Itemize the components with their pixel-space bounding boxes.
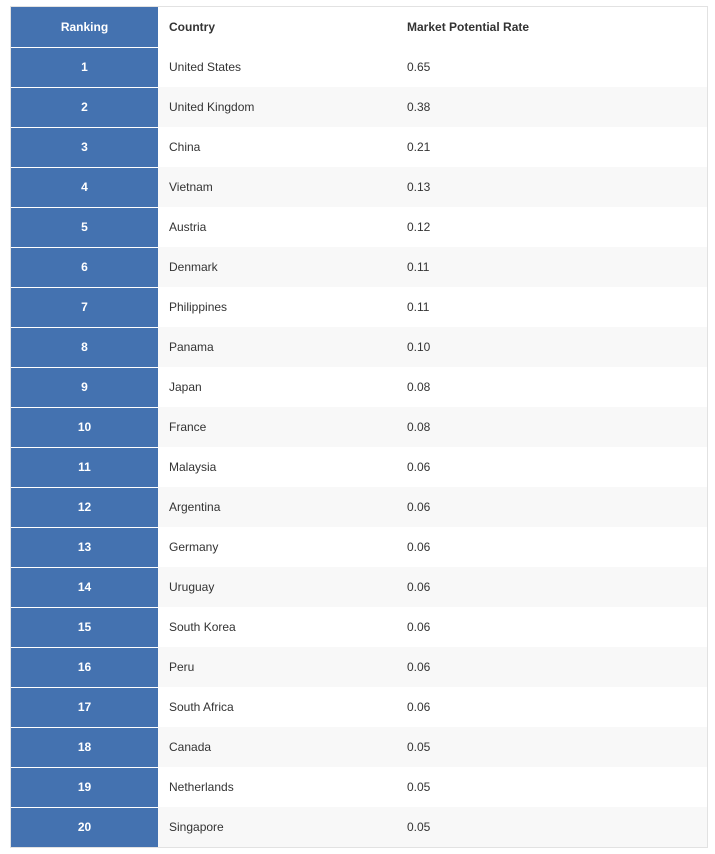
rate-cell: 0.05 <box>396 727 707 767</box>
rate-cell: 0.12 <box>396 207 707 247</box>
rate-cell: 0.06 <box>396 647 707 687</box>
table-row: 14 Uruguay 0.06 <box>11 567 707 608</box>
country-cell: South Africa <box>158 687 396 727</box>
country-cell: Germany <box>158 527 396 567</box>
rate-cell: 0.21 <box>396 127 707 167</box>
table-row: 8 Panama 0.10 <box>11 327 707 368</box>
country-cell: Argentina <box>158 487 396 527</box>
country-cell: United States <box>158 47 396 87</box>
rate-cell: 0.08 <box>396 367 707 407</box>
country-cell: Canada <box>158 727 396 767</box>
country-cell: Panama <box>158 327 396 367</box>
ranking-cell: 1 <box>11 47 158 88</box>
ranking-cell: 12 <box>11 487 158 528</box>
rate-cell: 0.38 <box>396 87 707 127</box>
country-cell: South Korea <box>158 607 396 647</box>
table-row: 15 South Korea 0.06 <box>11 607 707 648</box>
table-row: 9 Japan 0.08 <box>11 367 707 408</box>
rate-cell: 0.10 <box>396 327 707 367</box>
table-row: 2 United Kingdom 0.38 <box>11 87 707 128</box>
ranking-cell: 20 <box>11 807 158 847</box>
country-cell: Philippines <box>158 287 396 327</box>
table-row: 11 Malaysia 0.06 <box>11 447 707 488</box>
rate-cell: 0.11 <box>396 247 707 287</box>
country-cell: Japan <box>158 367 396 407</box>
country-column-header: Country <box>158 7 396 47</box>
rate-cell: 0.06 <box>396 687 707 727</box>
table-row: 17 South Africa 0.06 <box>11 687 707 728</box>
rate-column-header: Market Potential Rate <box>396 7 707 47</box>
table-row: 5 Austria 0.12 <box>11 207 707 248</box>
table-row: 1 United States 0.65 <box>11 47 707 88</box>
ranking-cell: 14 <box>11 567 158 608</box>
table-row: 16 Peru 0.06 <box>11 647 707 688</box>
country-cell: Netherlands <box>158 767 396 807</box>
country-cell: United Kingdom <box>158 87 396 127</box>
ranking-cell: 15 <box>11 607 158 648</box>
ranking-cell: 8 <box>11 327 158 368</box>
country-cell: Singapore <box>158 807 396 847</box>
ranking-cell: 9 <box>11 367 158 408</box>
table-row: 18 Canada 0.05 <box>11 727 707 768</box>
rate-cell: 0.06 <box>396 567 707 607</box>
country-cell: Austria <box>158 207 396 247</box>
table-row: 13 Germany 0.06 <box>11 527 707 568</box>
ranking-cell: 11 <box>11 447 158 488</box>
rate-cell: 0.11 <box>396 287 707 327</box>
ranking-column-header: Ranking <box>11 7 158 48</box>
table-row: 3 China 0.21 <box>11 127 707 168</box>
ranking-cell: 18 <box>11 727 158 768</box>
rate-cell: 0.05 <box>396 767 707 807</box>
table-row: 4 Vietnam 0.13 <box>11 167 707 208</box>
rate-cell: 0.08 <box>396 407 707 447</box>
country-cell: Vietnam <box>158 167 396 207</box>
rate-cell: 0.06 <box>396 487 707 527</box>
ranking-cell: 3 <box>11 127 158 168</box>
country-cell: France <box>158 407 396 447</box>
ranking-cell: 19 <box>11 767 158 808</box>
rate-cell: 0.06 <box>396 447 707 487</box>
country-cell: China <box>158 127 396 167</box>
table-row: 10 France 0.08 <box>11 407 707 448</box>
ranking-cell: 7 <box>11 287 158 328</box>
table-row: 7 Philippines 0.11 <box>11 287 707 328</box>
ranking-cell: 10 <box>11 407 158 448</box>
header-row: Ranking Country Market Potential Rate <box>11 7 707 48</box>
table-header: Ranking Country Market Potential Rate <box>11 7 707 48</box>
country-cell: Malaysia <box>158 447 396 487</box>
ranking-cell: 4 <box>11 167 158 208</box>
rate-cell: 0.06 <box>396 607 707 647</box>
table-row: 20 Singapore 0.05 <box>11 807 707 847</box>
table-row: 6 Denmark 0.11 <box>11 247 707 288</box>
rate-cell: 0.05 <box>396 807 707 847</box>
country-cell: Uruguay <box>158 567 396 607</box>
table-body: 1 United States 0.65 2 United Kingdom 0.38 3 Ch… <box>11 47 707 847</box>
ranking-cell: 16 <box>11 647 158 688</box>
rate-cell: 0.13 <box>396 167 707 207</box>
table-row: 19 Netherlands 0.05 <box>11 767 707 808</box>
ranking-cell: 17 <box>11 687 158 728</box>
country-cell: Peru <box>158 647 396 687</box>
country-cell: Denmark <box>158 247 396 287</box>
ranking-cell: 6 <box>11 247 158 288</box>
ranking-cell: 2 <box>11 87 158 128</box>
rate-cell: 0.65 <box>396 47 707 87</box>
ranking-cell: 13 <box>11 527 158 568</box>
ranking-cell: 5 <box>11 207 158 248</box>
rate-cell: 0.06 <box>396 527 707 567</box>
table-row: 12 Argentina 0.06 <box>11 487 707 528</box>
